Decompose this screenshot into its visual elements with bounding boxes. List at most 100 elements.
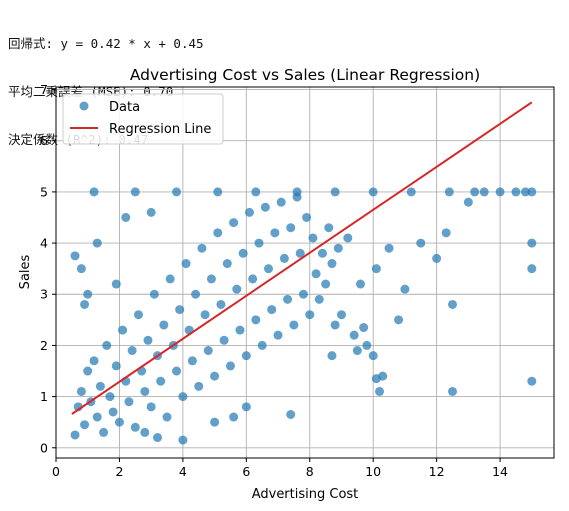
data-point <box>289 320 299 330</box>
data-point <box>311 269 321 279</box>
y-tick-label: 5 <box>40 184 48 199</box>
x-axis-ticks: 0 2 4 6 8 10 12 14 <box>52 458 508 479</box>
data-point <box>127 346 137 356</box>
data-point <box>165 274 175 284</box>
data-point <box>153 433 163 443</box>
data-point <box>181 259 191 269</box>
data-point <box>416 238 426 248</box>
data-point <box>70 430 80 440</box>
data-point <box>343 233 353 243</box>
data-point <box>105 392 115 402</box>
data-point <box>89 356 99 366</box>
data-point <box>330 320 340 330</box>
data-point <box>222 259 232 269</box>
data-point <box>260 202 270 212</box>
data-point <box>295 248 305 258</box>
x-axis-label: Advertising Cost <box>252 487 359 502</box>
data-point <box>305 310 315 320</box>
y-axis-ticks: 0 1 2 3 4 5 6 7 <box>40 82 56 455</box>
data-point <box>187 356 197 366</box>
data-point <box>527 264 537 274</box>
data-point <box>133 310 143 320</box>
data-point <box>349 330 359 340</box>
data-point <box>162 412 172 422</box>
x-tick-label: 8 <box>306 464 314 479</box>
data-point <box>441 228 451 238</box>
data-point <box>314 294 324 304</box>
data-point <box>159 320 169 330</box>
data-point <box>479 187 489 197</box>
y-tick-label: 3 <box>40 287 48 302</box>
y-axis-label: Sales <box>18 254 33 289</box>
data-point <box>394 315 404 325</box>
y-tick-label: 7 <box>40 82 48 97</box>
data-point <box>146 402 156 412</box>
data-point <box>302 212 312 222</box>
data-point <box>76 264 86 274</box>
data-point <box>206 274 216 284</box>
data-points <box>70 187 537 445</box>
data-point <box>178 392 188 402</box>
data-point <box>172 187 182 197</box>
data-point <box>321 279 331 289</box>
data-point <box>406 187 416 197</box>
data-point <box>143 335 153 345</box>
data-point <box>257 340 267 350</box>
data-point <box>76 386 86 396</box>
data-point <box>308 233 318 243</box>
data-point <box>121 212 131 222</box>
data-point <box>276 197 286 207</box>
data-point <box>520 187 530 197</box>
data-point <box>330 187 340 197</box>
data-point <box>70 251 80 261</box>
regression-line-layer <box>71 101 533 415</box>
data-point <box>375 386 385 396</box>
data-point <box>511 187 521 197</box>
data-point <box>527 187 537 197</box>
legend-box <box>62 93 224 145</box>
data-point <box>229 412 239 422</box>
data-point <box>368 351 378 361</box>
data-point <box>232 284 242 294</box>
data-point <box>286 410 296 420</box>
legend-data-marker <box>79 101 89 111</box>
y-tick-label: 6 <box>40 133 48 148</box>
data-point <box>80 420 90 430</box>
data-point <box>241 402 251 412</box>
data-point <box>219 335 229 345</box>
regression-equation: 回帰式: y = 0.42 * x + 0.45 <box>8 36 204 51</box>
data-point <box>368 187 378 197</box>
legend-data-label: Data <box>109 100 140 115</box>
data-point <box>400 284 410 294</box>
data-point <box>352 346 362 356</box>
legend: Data Regression Line <box>62 93 224 145</box>
data-point <box>83 289 93 299</box>
data-point <box>140 427 150 437</box>
data-point <box>384 243 394 253</box>
data-point <box>447 386 457 396</box>
data-point <box>463 197 473 207</box>
data-point <box>83 366 93 376</box>
data-point <box>140 386 150 396</box>
data-point <box>527 376 537 386</box>
data-point <box>283 294 293 304</box>
legend-line-label: Regression Line <box>109 122 211 137</box>
plot-frame <box>55 86 555 459</box>
data-point <box>244 207 254 217</box>
data-point <box>273 330 283 340</box>
data-point <box>238 248 248 258</box>
data-point <box>146 207 156 217</box>
data-point <box>317 248 327 258</box>
data-point <box>172 366 182 376</box>
data-point <box>241 351 251 361</box>
data-point <box>251 187 261 197</box>
data-point <box>200 310 210 320</box>
data-point <box>264 264 274 274</box>
chart-title: Advertising Cost vs Sales (Linear Regres… <box>130 66 480 84</box>
x-tick-label: 0 <box>52 464 60 479</box>
x-tick-label: 10 <box>365 464 381 479</box>
data-point <box>298 289 308 299</box>
data-point <box>270 228 280 238</box>
data-point <box>114 417 124 427</box>
